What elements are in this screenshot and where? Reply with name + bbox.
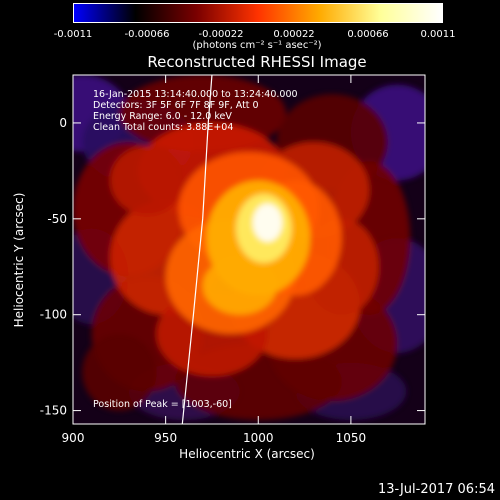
x-tick-label: 950 [154, 431, 177, 445]
y-tick-label: -150 [40, 404, 67, 418]
colorbar-tick: -0.0011 [53, 29, 93, 40]
colorbar [73, 3, 443, 23]
annotation-time: 16-Jan-2015 13:14:40.000 to 13:24:40.000 [93, 89, 298, 100]
y-tick-label: 0 [59, 116, 67, 130]
x-axis-label: Heliocentric X (arcsec) [179, 447, 315, 461]
x-tick-label: 1050 [336, 431, 367, 445]
annotation-clean: Clean Total counts: 3.88E+04 [93, 122, 233, 133]
colorbar-tick: -0.00066 [124, 29, 170, 40]
emission-blob [110, 145, 185, 215]
plot-frame [72, 74, 426, 425]
annotation-detectors: Detectors: 3F 5F 6F 7F 8F 9F, Att 0 [93, 100, 259, 111]
annotation-energy: Energy Range: 6.0 - 12.0 keV [93, 111, 232, 122]
colorbar-tick: 0.0011 [420, 29, 456, 40]
heatmap-emission [73, 75, 425, 421]
colorbar-tick: 0.00022 [273, 29, 315, 40]
colorbar-units: (photons cm⁻² s⁻¹ asec⁻²) [192, 40, 322, 51]
x-tick-label: 900 [62, 431, 85, 445]
y-tick-label: -50 [47, 212, 67, 226]
colorbar-tick: -0.00022 [198, 29, 244, 40]
date-stamp: 13-Jul-2017 06:54 [377, 482, 495, 497]
y-tick-label: -100 [40, 308, 67, 322]
emission-blob [82, 333, 157, 411]
chart-title: Reconstructed RHESSI Image [147, 53, 367, 71]
colorbar-tick: 0.00066 [347, 29, 389, 40]
solar-limb-curve [181, 75, 213, 424]
peak-position-label: Position of Peak = [1003,-60] [93, 399, 232, 410]
emission-blob [252, 203, 283, 242]
x-tick-label: 1000 [243, 431, 274, 445]
emission-blob [202, 257, 277, 315]
